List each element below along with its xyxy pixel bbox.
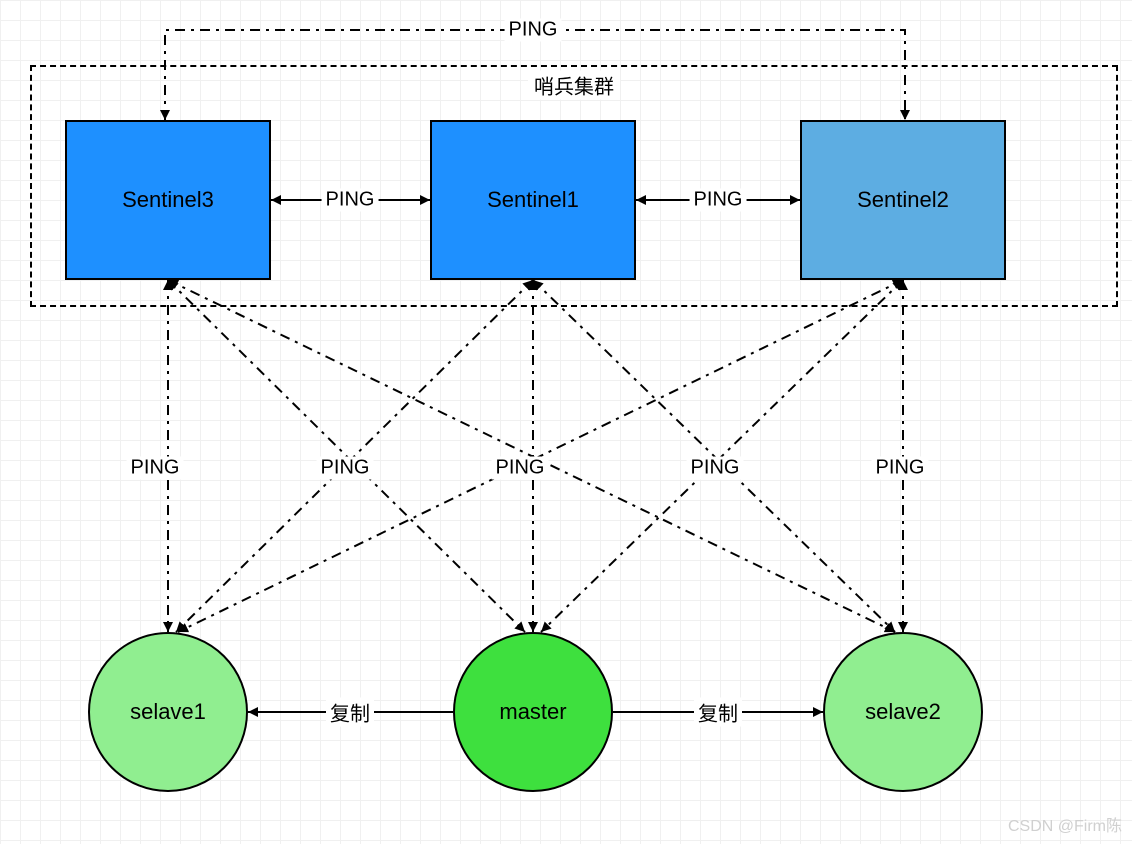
slave2-node: selave2 [823, 632, 983, 792]
ping-label-top: PING [505, 19, 562, 42]
ping-label-mid-4: PING [872, 457, 929, 480]
sentinel3-node: Sentinel3 [65, 120, 271, 280]
sentinel1-label: Sentinel1 [487, 187, 579, 213]
ping-label-mid-2: PING [492, 457, 549, 480]
sentinel2-label: Sentinel2 [857, 187, 949, 213]
ping-label-mid-1: PING [317, 457, 374, 480]
slave1-label: selave1 [130, 699, 206, 725]
replication-label-1: 复制 [694, 698, 742, 727]
master-node: master [453, 632, 613, 792]
ping-label-mid-0: PING [127, 457, 184, 480]
sentinel2-node: Sentinel2 [800, 120, 1006, 280]
cluster-title: 哨兵集群 [528, 71, 620, 100]
slave2-label: selave2 [865, 699, 941, 725]
ping-label-horiz-0: PING [322, 189, 379, 212]
diagram-canvas: 哨兵集群 Sentinel3 Sentinel1 Sentinel2 selav… [0, 0, 1132, 844]
watermark: CSDN @Firm陈 [1008, 812, 1122, 836]
replication-label-0: 复制 [326, 698, 374, 727]
slave1-node: selave1 [88, 632, 248, 792]
sentinel3-label: Sentinel3 [122, 187, 214, 213]
ping-label-horiz-1: PING [690, 189, 747, 212]
ping-label-mid-3: PING [687, 457, 744, 480]
master-label: master [499, 699, 566, 725]
sentinel1-node: Sentinel1 [430, 120, 636, 280]
